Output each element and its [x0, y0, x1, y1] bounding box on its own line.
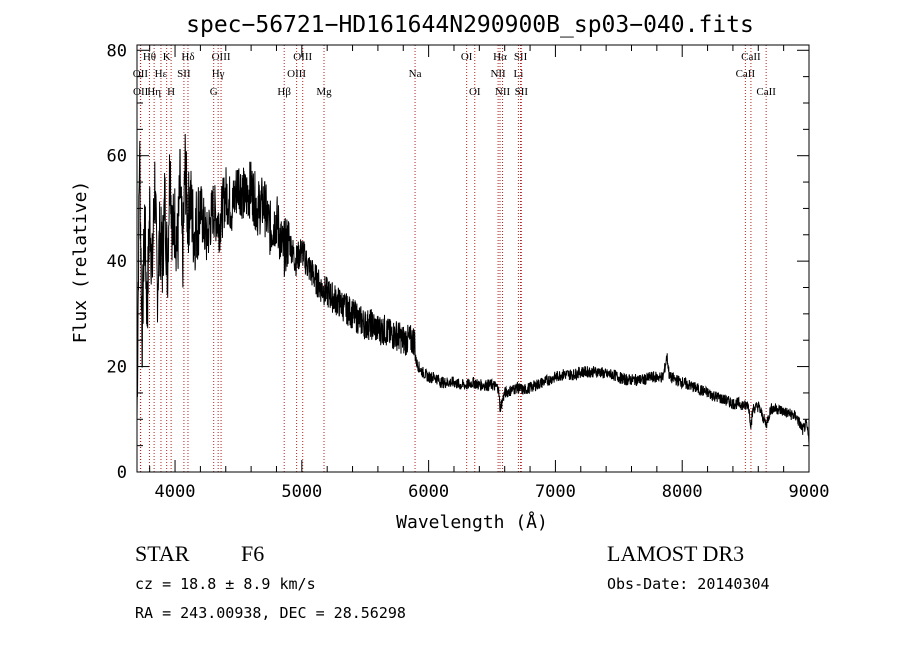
spectrum-line	[136, 133, 810, 446]
line-marker-label-23: NII	[495, 86, 511, 98]
line-marker-label-21: NII	[490, 68, 506, 80]
x-tick-label-3: 7000	[535, 482, 576, 502]
line-marker-label-9: OIII	[212, 51, 231, 63]
line-marker-label-11: G	[210, 86, 218, 98]
y-tick-label-1: 20	[107, 358, 127, 378]
x-tick-label-4: 8000	[662, 482, 703, 502]
line-marker-label-8: Hδ	[181, 51, 194, 63]
line-marker-label-12: Hβ	[277, 86, 291, 98]
y-tick-label-0: 0	[117, 463, 127, 483]
axis-ticks: 4000 5000 6000 7000 8000 9000 0 20 40 60 80	[107, 41, 830, 502]
plot-frame	[136, 44, 810, 473]
x-tick-label-1: 5000	[281, 482, 322, 502]
line-marker-label-14: OIII	[287, 68, 306, 80]
line-marker-label-26: CaII	[736, 68, 756, 80]
line-marker-label-19: Hα	[493, 51, 507, 63]
line-marker-label-6: H	[167, 86, 175, 98]
line-marker-label-17: OI	[461, 51, 473, 63]
y-tick-label-2: 40	[107, 252, 127, 272]
y-axis-label: Flux (relative)	[70, 181, 91, 344]
line-marker-label-0: Hθ	[143, 51, 156, 63]
obs-date-text: Obs-Date: 20140304	[607, 575, 770, 593]
line-marker-label-4: Hε	[155, 68, 168, 80]
coordinates-text: RA = 243.00938, DEC = 28.56298	[135, 604, 406, 622]
line-marker-label-3: Hη	[147, 86, 161, 98]
x-tick-label-5: 9000	[789, 482, 830, 502]
line-marker-label-24: SII	[515, 86, 529, 98]
chart-title: spec−56721−HD161644N290900B_sp03−040.fit…	[186, 12, 754, 38]
line-marker-label-25: CaII	[741, 51, 761, 63]
line-marker-label-10: Hγ	[212, 68, 225, 80]
redshift-text: cz = 18.8 ± 8.9 km/s	[135, 575, 316, 593]
x-tick-label-0: 4000	[155, 482, 196, 502]
spectral-subclass: F6	[241, 541, 265, 566]
line-marker-label-22: Li	[514, 68, 524, 80]
survey-name: LAMOST DR3	[607, 541, 745, 566]
object-class: STAR	[135, 541, 190, 566]
line-marker-label-5: K	[163, 51, 171, 63]
x-axis-label: Wavelength (Å)	[396, 511, 548, 533]
y-tick-label-3: 60	[107, 147, 127, 167]
line-marker-label-18: OI	[469, 86, 481, 98]
line-marker-label-7: SII	[177, 68, 191, 80]
line-marker-label-16: Na	[409, 68, 422, 80]
y-tick-label-4: 80	[107, 41, 127, 61]
line-marker-label-15: Mg	[316, 86, 332, 98]
line-marker-label-20: SII	[514, 51, 528, 63]
line-marker-label-13: OIII	[293, 51, 312, 63]
x-tick-label-2: 6000	[408, 482, 449, 502]
line-marker-label-27: CaII	[756, 86, 776, 98]
